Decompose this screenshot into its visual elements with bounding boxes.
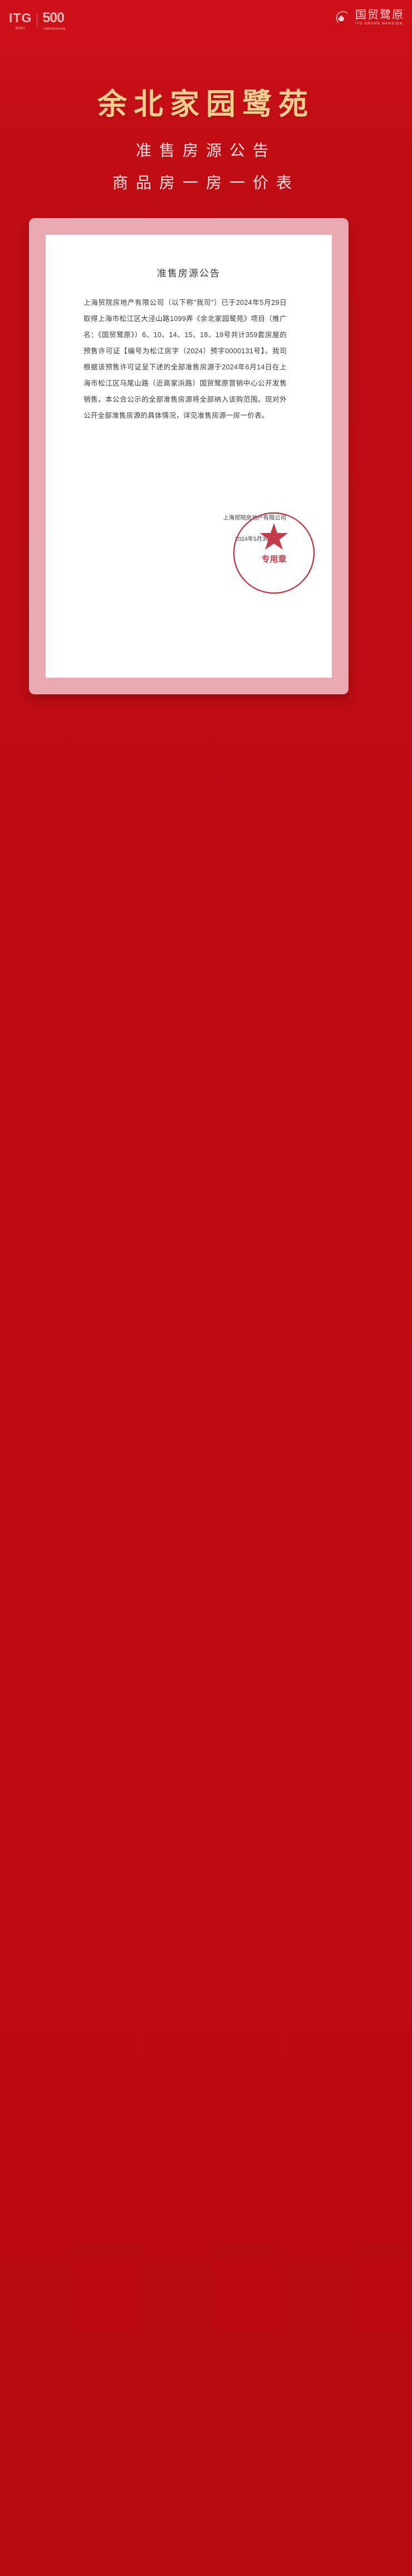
- svg-text:专用章: 专用章: [261, 554, 286, 564]
